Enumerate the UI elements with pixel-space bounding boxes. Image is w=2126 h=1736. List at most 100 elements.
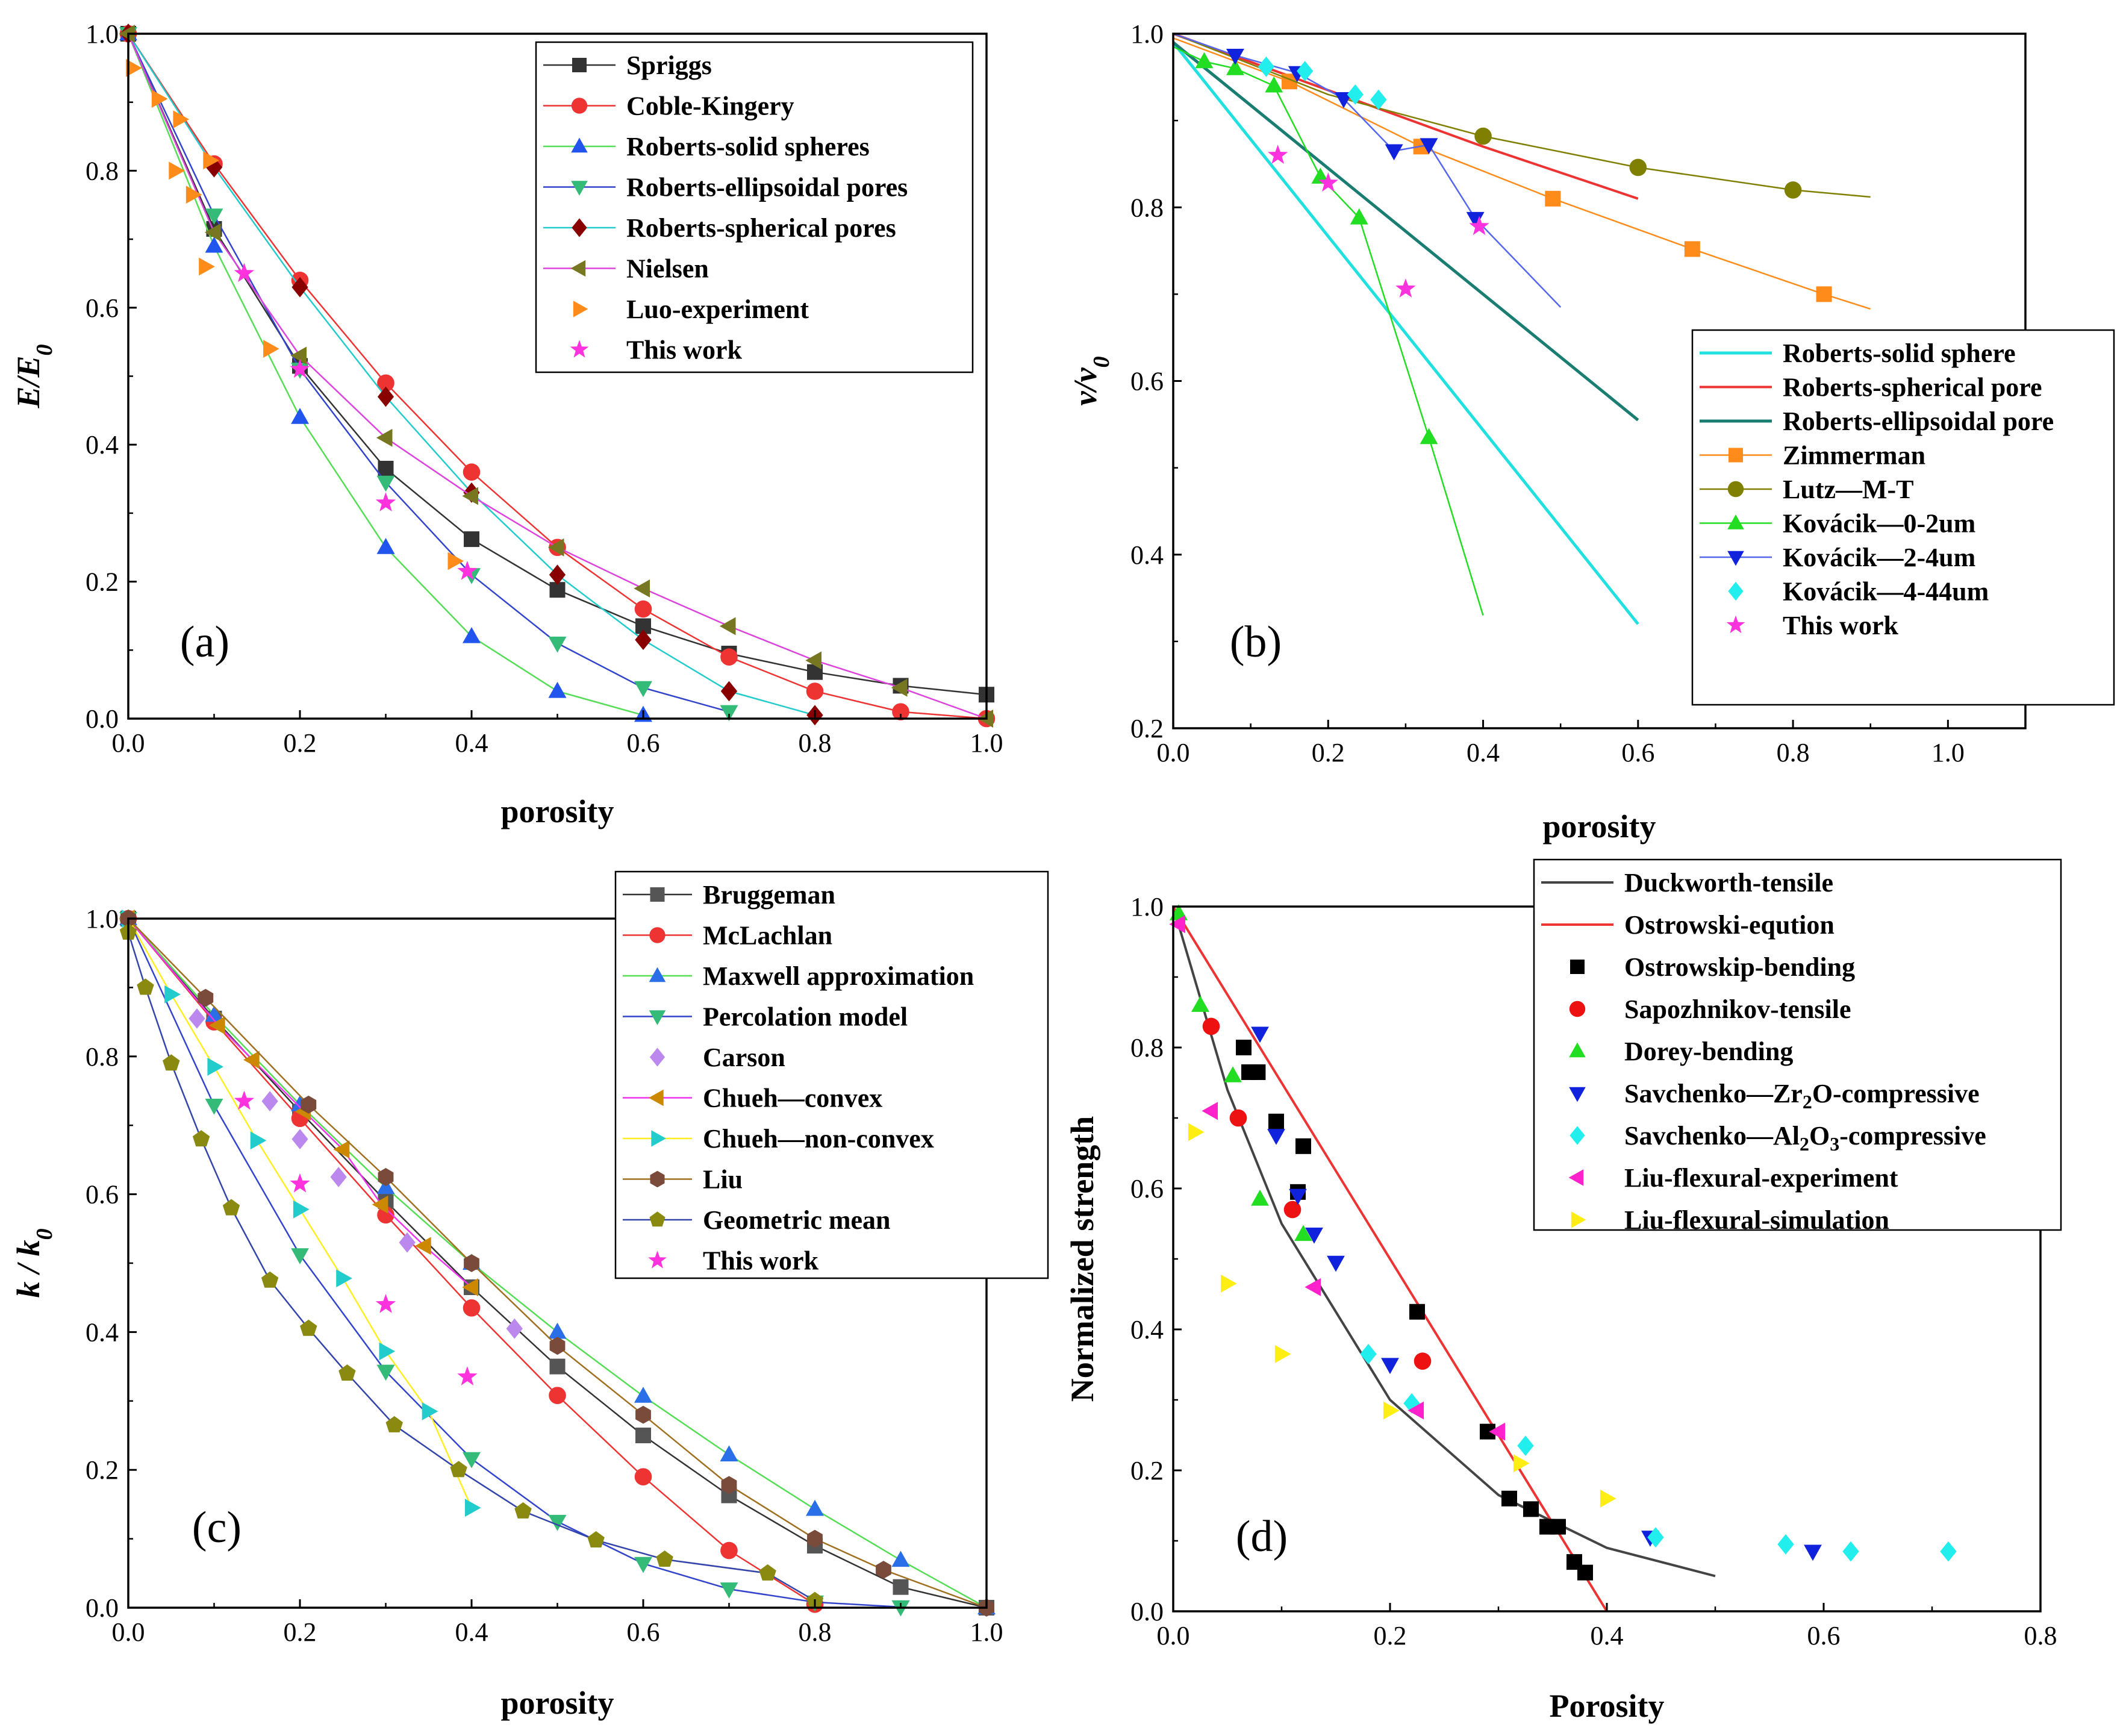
legend-label: This work [626, 336, 742, 365]
series-a-7 [234, 263, 478, 580]
data-point [377, 386, 394, 407]
data-point [463, 627, 481, 643]
series-line [1172, 41, 1639, 422]
data-point [1360, 1344, 1377, 1364]
legend-marker [1570, 960, 1585, 974]
data-point [1513, 1454, 1530, 1473]
data-point [399, 1232, 416, 1253]
legend-box [535, 41, 974, 373]
legend-label: Lutz—M-T [1783, 475, 1914, 504]
legend-marker [648, 1250, 667, 1269]
data-point [1295, 1138, 1311, 1154]
data-point [1258, 56, 1274, 77]
series-line [127, 918, 901, 1608]
data-point [720, 648, 738, 666]
legend-label: Roberts-ellipsoidal pore [1783, 407, 2054, 436]
legend-label: Luo-experiment [626, 295, 809, 324]
series-b-8 [1268, 145, 1489, 298]
y-tick-label: 0.2 [86, 1455, 119, 1485]
series-d-8 [1188, 1123, 1616, 1508]
series-b-6 [1173, 33, 1562, 308]
x-tick-label: 0.4 [455, 728, 488, 758]
data-point [222, 1199, 240, 1216]
x-tick-label: 0.4 [455, 1617, 488, 1647]
legend-marker [571, 137, 588, 153]
legend-label: Chueh—convex [703, 1084, 882, 1113]
data-point [119, 25, 136, 43]
data-point [261, 1271, 279, 1288]
legend-marker [1571, 1211, 1586, 1228]
y-tick-label: 0.4 [1130, 1315, 1164, 1344]
data-point [634, 1556, 652, 1573]
x-tick-label: 0.8 [799, 728, 832, 758]
legend-label: Savchenko—Zr2O-compressive [1624, 1079, 1980, 1113]
x-tick-label: 1.0 [970, 728, 1003, 758]
legend-label: Roberts-solid spheres [626, 132, 870, 161]
data-point [464, 1254, 479, 1272]
data-point [291, 1129, 308, 1149]
data-point [1940, 1541, 1957, 1562]
data-point [169, 161, 185, 180]
data-point [720, 1541, 738, 1560]
data-point [506, 1318, 523, 1339]
series-b-7 [1258, 56, 1387, 110]
series-line [1173, 33, 1562, 308]
legend-label: Dorey-bending [1624, 1037, 1793, 1066]
legend-marker [1568, 1169, 1584, 1186]
y-axis-label: k / k0 [10, 1228, 57, 1297]
series-b-1 [1173, 33, 1639, 200]
data-point [300, 1319, 317, 1336]
data-point [1409, 1304, 1425, 1320]
data-point [462, 487, 478, 505]
y-tick-label: 0.4 [86, 1317, 119, 1347]
series-d-5 [1251, 1026, 1822, 1561]
legend-marker [1570, 1126, 1585, 1145]
series-line [1172, 905, 1608, 1613]
legend-marker [1569, 1001, 1586, 1017]
series-c-6 [121, 910, 481, 1517]
data-point [1842, 1541, 1859, 1562]
panel-d: 0.0 0.2 0.4 0.6 0.8 0.0 0.2 0.4 0.6 0.8 1.0 Porosit… [1064, 858, 2062, 1724]
legend-marker [649, 927, 666, 943]
data-point [891, 678, 908, 697]
data-point [1501, 1490, 1517, 1507]
plot-area-b [1172, 33, 1871, 625]
x-tick-label: 0.0 [112, 1617, 145, 1647]
data-point [261, 1091, 278, 1112]
legend-label: Nielsen [626, 254, 709, 284]
data-point [720, 1582, 738, 1599]
legend-marker [1569, 1087, 1586, 1102]
data-point [199, 257, 215, 276]
x-tick-label: 1.0 [970, 1617, 1003, 1647]
y-axis-label: Normalized strength [1064, 1116, 1100, 1402]
data-point [1335, 92, 1353, 108]
series-d-6 [1360, 1344, 1957, 1562]
data-point [192, 1130, 210, 1147]
x-tick-label: 1.0 [1931, 738, 1965, 767]
data-point [893, 1579, 909, 1595]
legend-label: Zimmerman [1783, 441, 1925, 470]
legend-label: Ostrowski-eqution [1624, 910, 1835, 940]
data-point [291, 1248, 309, 1264]
data-point [1251, 1190, 1269, 1206]
y-axis-label: v/v0 [1067, 357, 1114, 406]
legend-label: Kovácik—4-44um [1783, 577, 1989, 607]
legend-b: Roberts-solid sphere Roberts-spherical po… [1691, 329, 2115, 706]
series-line [1172, 906, 1716, 1578]
series-b-0 [1172, 41, 1639, 625]
y-axis-label: E/E0 [10, 344, 57, 408]
series-d-0 [1172, 906, 1716, 1578]
data-point [1385, 144, 1403, 161]
legend-marker [573, 301, 588, 317]
data-point [1395, 278, 1416, 298]
legend-label: Roberts-ellipsoidal pores [626, 173, 908, 202]
y-tick-label: 0.0 [86, 1593, 119, 1623]
data-point [759, 1564, 776, 1581]
data-point [198, 988, 214, 1007]
x-tick-label: 0.8 [799, 1617, 832, 1647]
legend-marker [650, 887, 665, 902]
data-point [126, 58, 142, 77]
y-tick-label: 1.0 [86, 19, 119, 49]
data-point [1545, 190, 1561, 207]
series-c-8 [119, 923, 824, 1608]
